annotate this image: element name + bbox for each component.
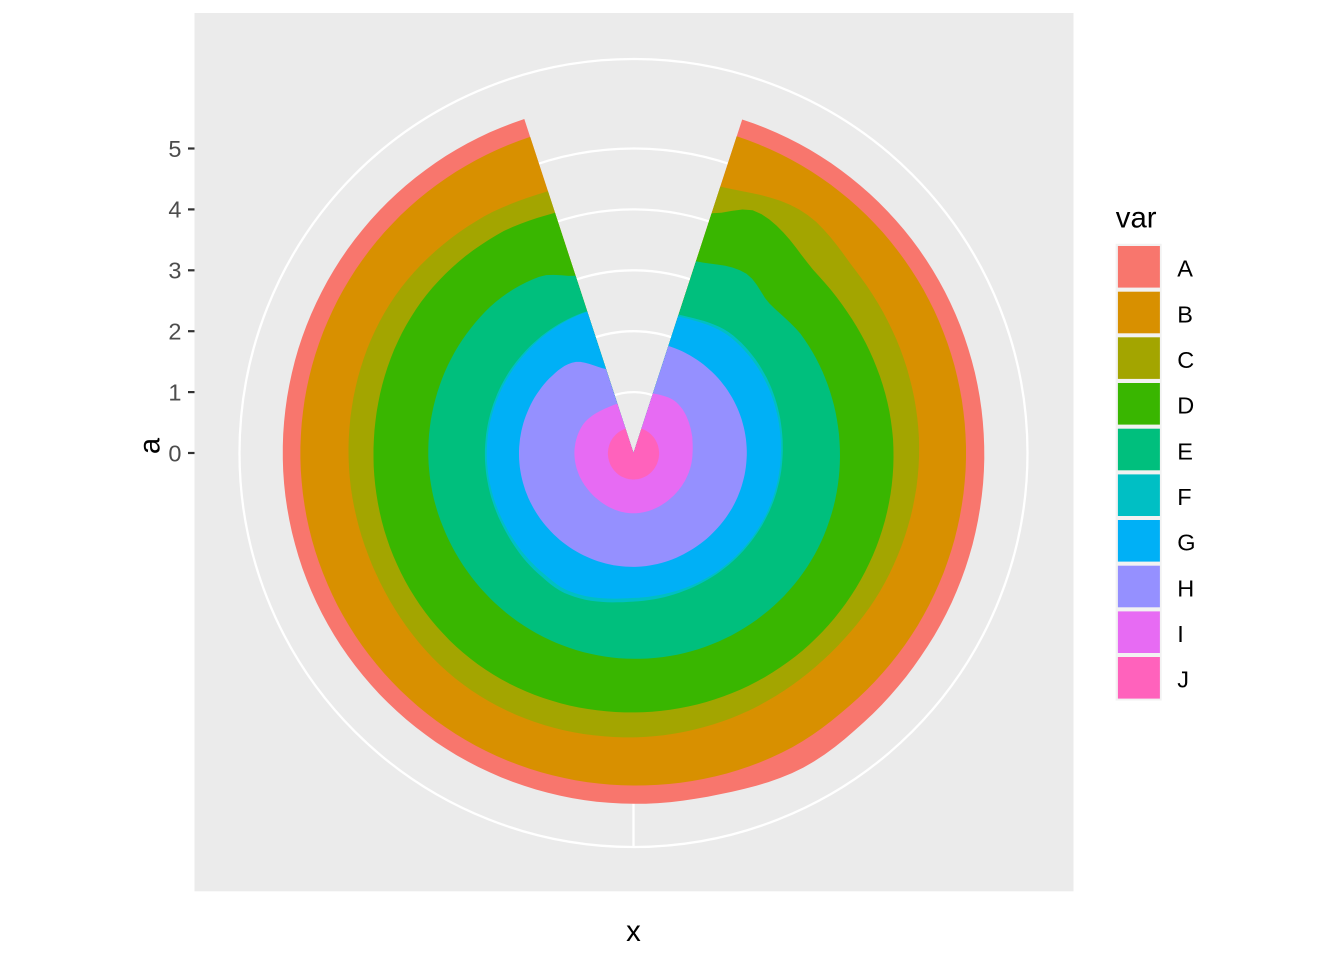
svg-text:4: 4 xyxy=(168,197,181,223)
svg-text:D: D xyxy=(1177,393,1194,419)
svg-text:B: B xyxy=(1177,301,1193,327)
svg-text:a: a xyxy=(134,437,167,454)
svg-text:0: 0 xyxy=(168,440,181,466)
svg-text:3: 3 xyxy=(168,258,181,284)
svg-text:E: E xyxy=(1177,438,1193,464)
svg-text:x: x xyxy=(626,915,641,948)
svg-text:H: H xyxy=(1177,575,1194,601)
svg-text:var: var xyxy=(1116,202,1157,235)
svg-text:5: 5 xyxy=(168,136,181,162)
svg-text:A: A xyxy=(1177,256,1193,282)
svg-text:2: 2 xyxy=(168,319,181,345)
svg-text:J: J xyxy=(1177,667,1189,693)
svg-text:F: F xyxy=(1177,484,1191,510)
svg-text:C: C xyxy=(1177,347,1194,373)
svg-text:1: 1 xyxy=(168,379,181,405)
svg-text:G: G xyxy=(1177,530,1195,556)
svg-text:I: I xyxy=(1177,621,1184,647)
